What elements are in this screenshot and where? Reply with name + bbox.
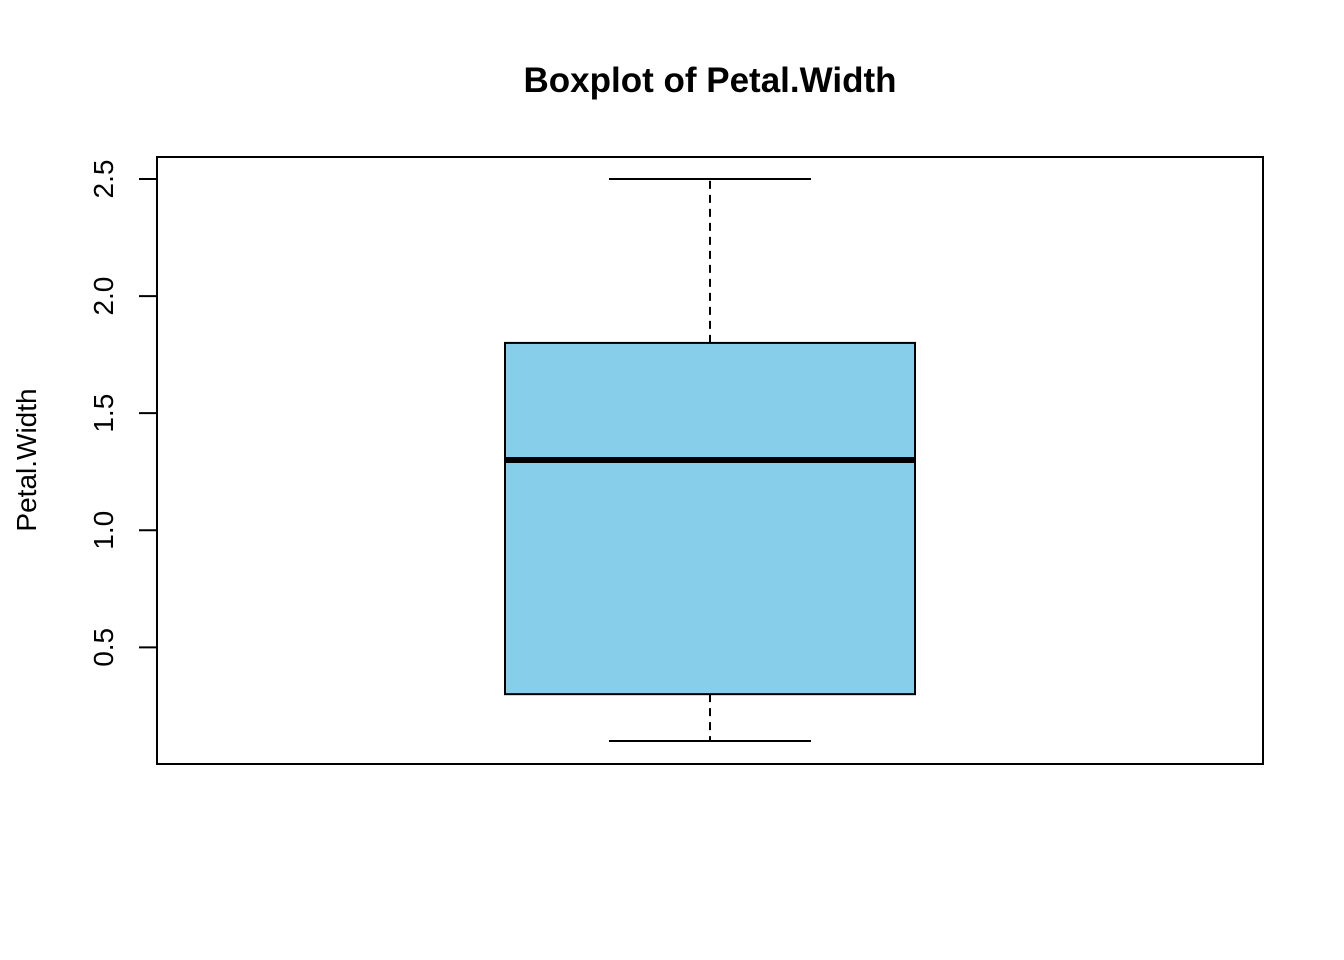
y-axis: 0.5 1.0 1.5 2.0 2.5 [88, 160, 158, 667]
y-tick-label: 1.5 [88, 394, 119, 433]
chart-title: Boxplot of Petal.Width [524, 61, 897, 100]
y-tick-label: 2.0 [88, 277, 119, 316]
iqr-box [504, 341, 916, 696]
y-tick-label: 0.5 [88, 628, 119, 667]
box-group [504, 178, 916, 742]
y-tick-label: 2.5 [88, 160, 119, 199]
y-axis-label: Petal.Width [11, 388, 42, 531]
y-tick-label: 1.0 [88, 511, 119, 550]
